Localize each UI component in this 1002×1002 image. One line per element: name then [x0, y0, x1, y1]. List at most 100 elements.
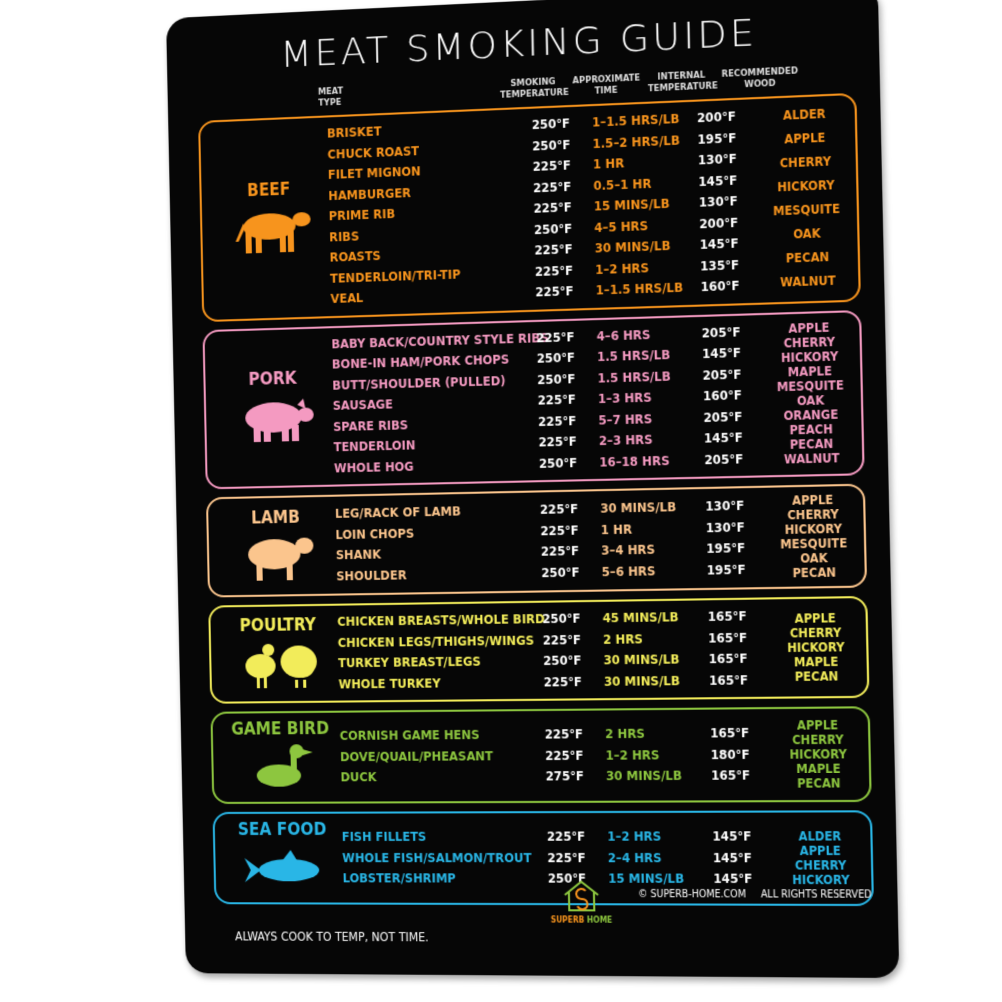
- wood-item: ALDER: [798, 829, 842, 844]
- cell-internal-temp: 145°F: [703, 429, 744, 446]
- meat-sections: BEEF BRISKET 250°F 1–1.5 HRS/LB 200°F CHUCK R…: [198, 92, 875, 915]
- wood-list: ALDER APPLE CHERRY HICKORY: [778, 829, 863, 887]
- footer-note: ALWAYS COOK TO TEMP, NOT TIME.: [234, 929, 429, 945]
- cell-meat: FISH FILLETS: [341, 828, 427, 845]
- cell-time: 2 HRS: [604, 725, 646, 742]
- cell-smoking-temp: 250°F: [537, 370, 576, 387]
- cell-internal-temp: 180°F: [710, 746, 750, 762]
- cell-smoking-temp: 225°F: [542, 631, 582, 648]
- section-side: SEA FOOD: [223, 820, 343, 897]
- cell-time: 4–6 HRS: [596, 326, 651, 344]
- section-label: SEA FOOD: [237, 819, 327, 841]
- cell-smoking-temp: 225°F: [544, 726, 584, 742]
- cell-internal-temp: 145°F: [713, 870, 753, 887]
- wood-item: CHERRY: [791, 732, 844, 748]
- cell-time: 1.5 HRS/LB: [596, 346, 671, 365]
- cell-internal-temp: 145°F: [701, 344, 742, 362]
- section-side: PORK: [213, 368, 333, 447]
- cell-time: 1 HR: [600, 520, 633, 537]
- cell-time: 15 MINS/LB: [608, 870, 685, 887]
- table-row: DUCK 275°F 30 MINS/LB 165°F: [340, 765, 777, 788]
- cell-meat: CHICKEN LEGS/THIGHS/WINGS: [337, 631, 535, 650]
- cell-smoking-temp: 250°F: [543, 652, 582, 669]
- cell-time: 1.5 HRS/LB: [597, 367, 671, 386]
- cell-time: 1–2 HRS: [607, 828, 662, 845]
- section-rows: CORNISH GAME HENS 225°F 2 HRS 165°F DOVE/QUA…: [339, 723, 777, 788]
- cell-internal-temp: 205°F: [702, 365, 742, 383]
- cell-internal-temp: 145°F: [698, 171, 738, 189]
- section-poultry: POULTRY CHICKEN BREASTS/WHOLE BIRD 250°F 45…: [208, 595, 870, 704]
- cell-internal-temp: 160°F: [700, 277, 740, 295]
- duck-icon: [256, 744, 313, 787]
- copyright: © SUPERB-HOME.COM ALL RIGHTS RESERVED: [638, 888, 872, 901]
- cell-meat: DUCK: [340, 769, 377, 785]
- section-beef: BEEF BRISKET 250°F 1–1.5 HRS/LB 200°F CHUCK R…: [198, 92, 861, 322]
- chicken-turkey-icon: [245, 643, 318, 689]
- cell-meat: WHOLE TURKEY: [338, 674, 441, 691]
- wood-item: MESQUITE: [776, 378, 844, 395]
- wood-list: APPLE CHERRY HICKORY MESQUITE OAK PECAN: [771, 492, 856, 581]
- superb-home-logo: SUPERB HOME: [550, 879, 612, 925]
- cell-time: 2 HRS: [602, 630, 643, 647]
- cell-meat: CHICKEN BREASTS/WHOLE BIRD: [337, 610, 545, 629]
- wood-item: PECAN: [794, 669, 839, 685]
- wood-item: CHERRY: [794, 858, 847, 873]
- section-side: LAMB: [216, 507, 336, 586]
- cell-smoking-temp: 250°F: [533, 220, 573, 237]
- cell-smoking-temp: 275°F: [545, 768, 585, 784]
- wood-item: MESQUITE: [772, 201, 841, 219]
- cell-time: 1–3 HRS: [597, 389, 652, 407]
- cell-time: 2–4 HRS: [607, 849, 662, 866]
- table-row: WHOLE TURKEY 225°F 30 MINS/LB 165°F: [338, 669, 775, 694]
- cell-internal-temp: 195°F: [697, 129, 737, 147]
- cell-internal-temp: 130°F: [705, 518, 745, 535]
- wood-item: CHERRY: [787, 506, 839, 523]
- wood-list: APPLE CHERRY HICKORY MAPLE MESQUITE OAK ORANGE…: [767, 320, 854, 467]
- cell-meat: TURKEY BREAST/LEGS: [337, 653, 481, 671]
- section-side: BEEF: [209, 178, 329, 259]
- wood-item: HICKORY: [787, 639, 845, 656]
- cell-meat: CORNISH GAME HENS: [339, 727, 480, 744]
- cell-smoking-temp: 225°F: [545, 747, 584, 763]
- wood-item: HICKORY: [789, 746, 847, 762]
- cell-internal-temp: 205°F: [703, 408, 743, 425]
- cell-internal-temp: 165°F: [708, 650, 748, 667]
- section-game-bird: GAME BIRD CORNISH GAME HENS 225°F 2 HRS 165°…: [210, 706, 872, 804]
- wood-item: HICKORY: [777, 178, 835, 195]
- cell-internal-temp: 200°F: [699, 214, 739, 231]
- section-rows: BRISKET 250°F 1–1.5 HRS/LB 200°F CHUCK ROAST…: [327, 105, 767, 310]
- wood-list: APPLE CHERRY HICKORY MAPLE PECAN: [776, 718, 861, 791]
- cell-smoking-temp: 250°F: [541, 563, 580, 580]
- section-label: POULTRY: [239, 615, 317, 637]
- table-row: DOVE/QUAIL/PHEASANT 225°F 1–2 HRS 180°F: [340, 744, 777, 767]
- header-internal-temp: INTERNAL TEMPERATURE: [647, 70, 718, 95]
- cell-time: 2–3 HRS: [598, 431, 653, 449]
- wood-item: CHERRY: [789, 625, 842, 641]
- table-row: CORNISH GAME HENS 225°F 2 HRS 165°F: [339, 723, 776, 747]
- wood-item: WALNUT: [783, 451, 840, 467]
- wood-item: PECAN: [796, 776, 841, 791]
- cell-smoking-temp: 225°F: [536, 328, 575, 345]
- wood-item: CHERRY: [779, 154, 832, 171]
- wood-item: APPLE: [794, 610, 836, 627]
- cell-smoking-temp: 225°F: [532, 178, 572, 195]
- cell-internal-temp: 145°F: [699, 235, 739, 253]
- cell-internal-temp: 205°F: [701, 323, 741, 341]
- cell-meat: LOBSTER/SHRIMP: [342, 870, 456, 886]
- cell-time: 1–1.5 HRS/LB: [595, 279, 684, 298]
- cell-smoking-temp: 225°F: [537, 391, 577, 408]
- cell-smoking-temp: 250°F: [531, 115, 571, 133]
- cell-time: 5–7 HRS: [598, 410, 653, 428]
- cell-internal-temp: 165°F: [707, 608, 747, 625]
- cell-time: 1–2 HRS: [605, 746, 660, 763]
- header-meat-type: MEAT TYPE: [317, 86, 344, 109]
- wood-item: APPLE: [791, 492, 834, 508]
- header-wood: RECOMMENDED WOOD: [721, 66, 799, 91]
- fish-icon: [244, 850, 320, 883]
- cell-meat: DOVE/QUAIL/PHEASANT: [339, 747, 494, 764]
- wood-item: HICKORY: [784, 521, 843, 538]
- section-sea-food: SEA FOOD FISH FILLETS 225°F 1–2 HRS 145°F WHO…: [212, 810, 875, 907]
- wood-item: APPLE: [796, 717, 839, 733]
- header-time: APPROXIMATE TIME: [572, 73, 641, 97]
- cell-time: 30 MINS/LB: [600, 498, 677, 516]
